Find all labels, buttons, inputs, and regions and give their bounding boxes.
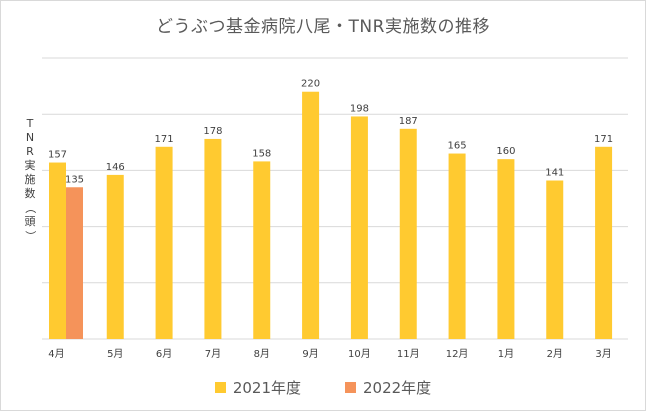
x-tick-label: 6月 xyxy=(156,348,172,360)
data-label: 160 xyxy=(496,146,515,157)
data-label: 171 xyxy=(155,134,174,145)
bar-2021 xyxy=(546,180,564,339)
bar-2021 xyxy=(302,91,320,339)
data-label: 146 xyxy=(106,162,125,173)
y-axis-label-char: 実 xyxy=(24,159,36,172)
y-axis-label-char: 数 xyxy=(24,187,36,200)
x-tick-label: 10月 xyxy=(348,348,371,360)
data-label: 178 xyxy=(203,126,222,137)
bar-2021 xyxy=(204,138,222,339)
legend-label-2021: 2021年度 xyxy=(232,379,301,397)
legend-item-2021: 2021年度 xyxy=(214,377,301,398)
x-tick-label: 4月 xyxy=(48,348,64,360)
chart-title: どうぶつ基金病院八尾・TNR実施数の推移 xyxy=(156,17,490,37)
y-axis-label-char: N xyxy=(25,131,35,144)
x-tick-label: 9月 xyxy=(302,348,318,360)
bar-2021 xyxy=(595,146,613,339)
bar-2022 xyxy=(66,187,83,339)
data-label: 141 xyxy=(545,168,564,179)
bar-2021 xyxy=(497,159,515,339)
y-axis-label: T N R 実施数（頭） xyxy=(20,117,40,243)
x-tick-label: 3月 xyxy=(595,348,611,360)
bar-2021 xyxy=(350,116,368,339)
data-label: 158 xyxy=(252,148,271,159)
bar-2021 xyxy=(49,162,66,339)
x-tick-label: 12月 xyxy=(446,348,469,360)
chart-legend: 2021年度 2022年度 xyxy=(0,377,646,398)
x-tick-label: 7月 xyxy=(205,348,221,360)
x-tick-label: 1月 xyxy=(498,348,514,360)
y-axis-label-char: T xyxy=(26,117,34,130)
data-label: 220 xyxy=(301,79,320,90)
x-tick-label: 5月 xyxy=(107,348,123,360)
data-label: 187 xyxy=(399,116,418,127)
x-tick-label: 8月 xyxy=(254,348,270,360)
bar-2021 xyxy=(399,128,417,339)
bar-2021 xyxy=(253,161,271,339)
legend-item-2022: 2022年度 xyxy=(345,377,431,398)
bar-2021 xyxy=(155,146,173,339)
data-label: 165 xyxy=(448,141,467,152)
bar-2021 xyxy=(106,174,124,339)
legend-swatch-2021 xyxy=(214,382,226,393)
x-tick-label: 11月 xyxy=(397,348,420,360)
y-axis-label-char: 頭 xyxy=(24,215,36,228)
data-label: 198 xyxy=(350,103,369,114)
data-label: 171 xyxy=(594,134,613,145)
y-axis-label-char: 施 xyxy=(24,173,36,186)
x-tick-label: 2月 xyxy=(547,348,563,360)
bar-2021 xyxy=(448,153,466,339)
legend-label-2022: 2022年度 xyxy=(363,379,432,397)
data-label: 135 xyxy=(65,174,84,185)
data-label: 157 xyxy=(48,150,67,161)
y-axis-label-char: R xyxy=(26,145,34,158)
legend-swatch-2022 xyxy=(345,382,356,393)
